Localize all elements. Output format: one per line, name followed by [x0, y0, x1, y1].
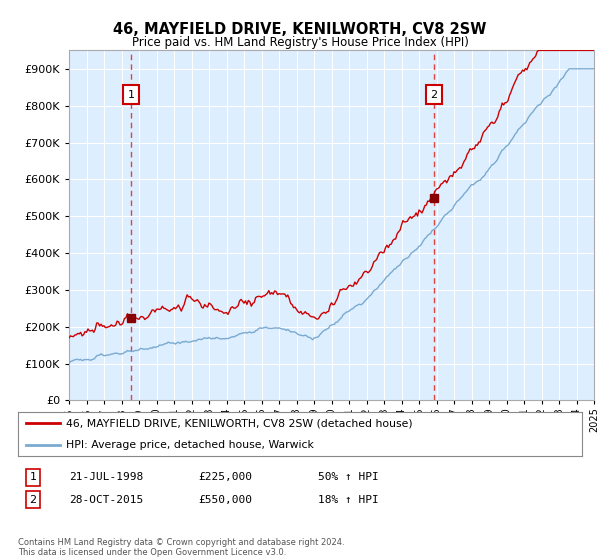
- Text: 2: 2: [430, 90, 437, 100]
- Text: £550,000: £550,000: [198, 494, 252, 505]
- Text: 46, MAYFIELD DRIVE, KENILWORTH, CV8 2SW: 46, MAYFIELD DRIVE, KENILWORTH, CV8 2SW: [113, 22, 487, 38]
- Text: 21-JUL-1998: 21-JUL-1998: [69, 472, 143, 482]
- Text: 1: 1: [29, 472, 37, 482]
- Text: HPI: Average price, detached house, Warwick: HPI: Average price, detached house, Warw…: [66, 440, 314, 450]
- Text: 46, MAYFIELD DRIVE, KENILWORTH, CV8 2SW (detached house): 46, MAYFIELD DRIVE, KENILWORTH, CV8 2SW …: [66, 418, 413, 428]
- Text: 28-OCT-2015: 28-OCT-2015: [69, 494, 143, 505]
- Text: 18% ↑ HPI: 18% ↑ HPI: [318, 494, 379, 505]
- Text: 2: 2: [29, 494, 37, 505]
- Text: 50% ↑ HPI: 50% ↑ HPI: [318, 472, 379, 482]
- Text: £225,000: £225,000: [198, 472, 252, 482]
- Text: Price paid vs. HM Land Registry's House Price Index (HPI): Price paid vs. HM Land Registry's House …: [131, 36, 469, 49]
- Text: 1: 1: [128, 90, 134, 100]
- Text: Contains HM Land Registry data © Crown copyright and database right 2024.
This d: Contains HM Land Registry data © Crown c…: [18, 538, 344, 557]
